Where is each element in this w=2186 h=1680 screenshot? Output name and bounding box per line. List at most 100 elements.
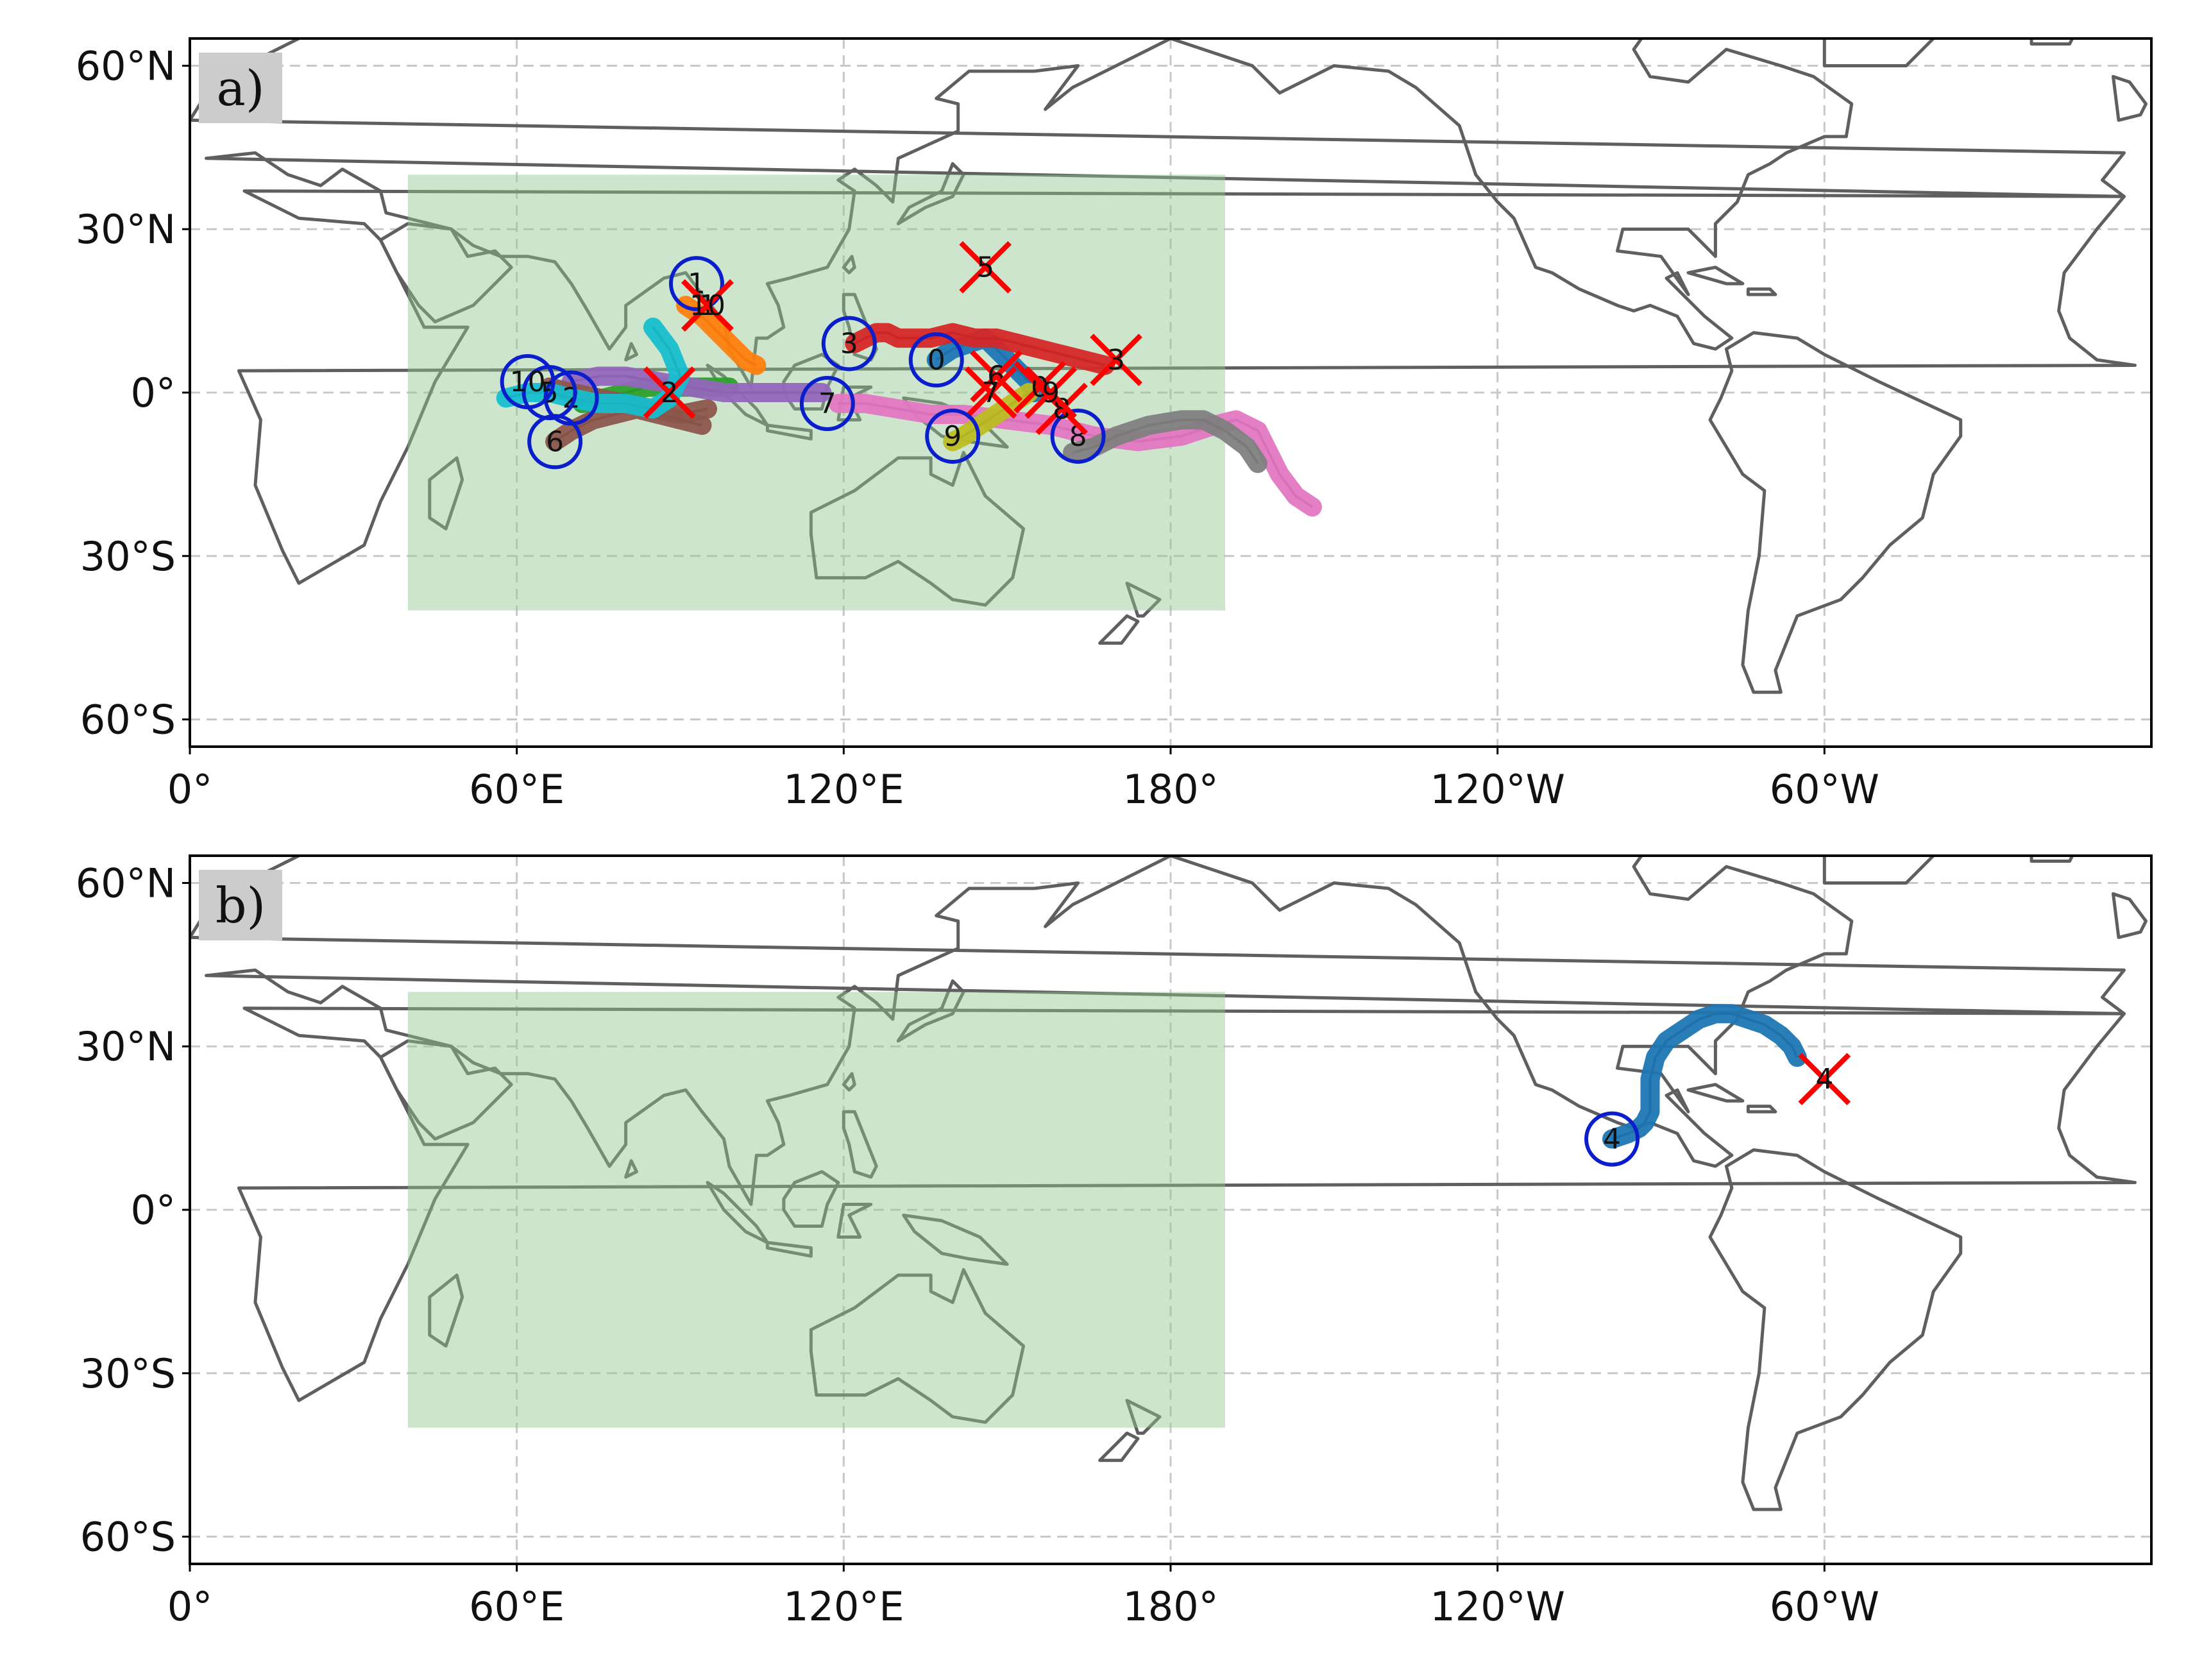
- x-tick-label: 180°: [1123, 1583, 1218, 1630]
- coastline-nz: [1125, 581, 1162, 618]
- coastline-greenland: [1822, 856, 1940, 885]
- panel-a-tick-labels: 0° 60°E 120°E 180° 120°W 60°W 60°N 30°N 0° 30°S 60…: [76, 42, 1879, 813]
- x-tick-label: 60°W: [1770, 766, 1879, 813]
- coastline-nz2: [1098, 614, 1140, 645]
- coastline-hispaniola: [1746, 287, 1777, 296]
- y-tick-label: 60°S: [80, 1514, 176, 1561]
- coastline-japan: [896, 979, 965, 1043]
- genesis-label-10: 10: [510, 366, 546, 398]
- y-tick-label: 60°N: [76, 860, 176, 906]
- coastline-newguinea: [902, 1214, 1009, 1266]
- genesis-marker-9: [925, 408, 981, 464]
- coastline-java: [765, 1241, 813, 1258]
- y-tick-label: 30°S: [80, 1350, 176, 1397]
- genesis-marker-7: [799, 375, 855, 431]
- genesis-label-9: 9: [944, 420, 962, 453]
- coastline-iceland: [2029, 856, 2074, 863]
- genesis-marker-4: [1584, 1111, 1640, 1167]
- genesis-marker-1: [668, 256, 724, 312]
- x-tick-label: 120°E: [783, 766, 904, 813]
- coastline-japan: [896, 162, 965, 226]
- coastline-madagascar: [428, 1273, 464, 1348]
- coastline-greenland: [1822, 38, 1940, 67]
- coastline-nz: [1125, 1398, 1162, 1435]
- y-tick-label: 30°N: [76, 206, 176, 253]
- lysis-marker-9: [1024, 366, 1077, 419]
- coastline-srilanka: [624, 342, 638, 362]
- coastline-borneo: [782, 1170, 840, 1228]
- coastline-taiwan: [842, 1072, 856, 1092]
- x-tick-label: 60°E: [469, 1583, 564, 1630]
- panel-b-coastlines: [190, 856, 2148, 1511]
- coastline-australia: [809, 450, 1026, 607]
- lysis-marker-6: [970, 350, 1023, 403]
- lysis-label-10: 10: [690, 289, 725, 322]
- genesis-label-7: 7: [818, 387, 836, 420]
- y-tick-label: 30°N: [76, 1023, 176, 1070]
- track-4: [1602, 1004, 1807, 1149]
- panel-b-map: 44 0° 60°E 120°E 180° 120°W 60°W60°N30°N0°30°…: [76, 854, 2153, 1630]
- panel-b-tracks: [1602, 1004, 1807, 1149]
- lysis-label-4: 4: [1815, 1063, 1833, 1096]
- coastline-madagascar: [428, 456, 464, 530]
- lysis-marker-7: [964, 366, 1017, 419]
- genesis-marker-3: [821, 316, 877, 371]
- genesis-marker-0: [908, 332, 964, 388]
- coastline-africa: [237, 189, 2137, 585]
- lysis-marker-3: [1090, 334, 1142, 386]
- panel-b-label-box: [199, 870, 282, 940]
- coastline-java: [765, 423, 813, 441]
- lysis-marker-10: [681, 279, 734, 332]
- y-tick-label: 60°S: [80, 697, 176, 743]
- genesis-marker-8: [1050, 408, 1106, 464]
- x-tick-label: 0°: [167, 766, 212, 813]
- genesis-label-3: 3: [840, 328, 858, 361]
- lysis-marker-8: [1035, 382, 1088, 436]
- panel-b-markers: 44: [1584, 1053, 1851, 1167]
- x-tick-label: 120°E: [783, 1583, 904, 1630]
- genesis-label-2: 2: [563, 382, 580, 414]
- coastline-taiwan: [842, 255, 856, 275]
- genesis-label-6: 6: [546, 425, 564, 458]
- lysis-label-9: 9: [1042, 377, 1060, 409]
- y-tick-label: 0°: [131, 1187, 176, 1234]
- x-tick-label: 0°: [167, 1583, 212, 1630]
- coastline-philippines: [842, 1110, 878, 1179]
- coastline-cuba: [1686, 266, 1745, 285]
- lysis-marker-2: [643, 366, 696, 419]
- coastline-nz2: [1098, 1431, 1140, 1463]
- coastline-africa: [237, 1006, 2137, 1402]
- panel-b-label: b): [216, 877, 266, 934]
- x-tick-label: 180°: [1123, 766, 1218, 813]
- genesis-marker-10: [500, 354, 555, 410]
- track-1: [676, 296, 767, 375]
- panel-a-coastlines: [190, 38, 2148, 694]
- lysis-marker-5: [959, 241, 1012, 294]
- coastline-cuba: [1686, 1083, 1745, 1103]
- coastline-sulawesi: [836, 386, 873, 421]
- panel-a-tracks: [496, 296, 1322, 517]
- y-tick-label: 30°S: [80, 533, 176, 580]
- track-9: [943, 383, 1039, 452]
- lysis-label-2: 2: [661, 377, 679, 409]
- track-10: [496, 318, 690, 419]
- coastline-sulawesi: [836, 1203, 873, 1239]
- coastline-uk: [2112, 892, 2148, 939]
- coastline-hispaniola: [1746, 1105, 1777, 1114]
- y-tick-label: 60°N: [76, 42, 176, 89]
- panel-a-label: a): [217, 60, 265, 117]
- track-7: [828, 394, 1322, 517]
- coastline-southamerica: [1708, 331, 1963, 694]
- panel-b-domain-box: [407, 992, 1225, 1428]
- lysis-label-3: 3: [1107, 344, 1125, 377]
- x-tick-label: 60°E: [469, 766, 564, 813]
- coastline-uk: [2112, 74, 2148, 122]
- track-4: [561, 366, 832, 402]
- coastline-northamerica: [1169, 38, 1854, 351]
- x-tick-label: 120°W: [1430, 766, 1565, 813]
- y-tick-label: 0°: [131, 369, 176, 416]
- coastline-eurasia: [190, 856, 2126, 1206]
- lysis-label-7: 7: [982, 377, 1000, 409]
